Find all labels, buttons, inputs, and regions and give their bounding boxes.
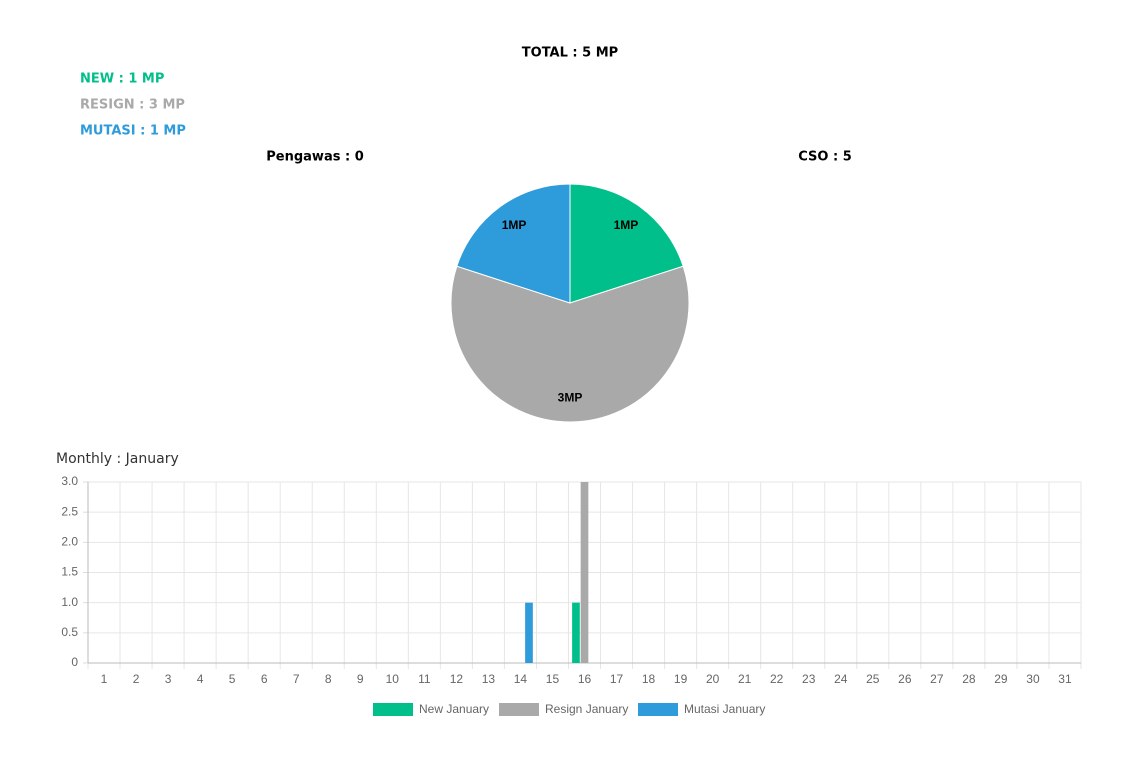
slice-label: 3MP (558, 390, 583, 404)
x-tick-label: 7 (293, 672, 300, 686)
x-tick-label: 13 (482, 672, 496, 686)
x-tick-label: 16 (578, 672, 592, 686)
x-tick-label: 20 (706, 672, 720, 686)
x-tick-label: 25 (866, 672, 880, 686)
x-tick-label: 18 (642, 672, 656, 686)
x-tick-label: 1 (101, 672, 108, 686)
x-tick-label: 8 (325, 672, 332, 686)
x-tick-label: 30 (1026, 672, 1040, 686)
slice-label: 1MP (614, 218, 639, 232)
x-tick-label: 19 (674, 672, 688, 686)
y-tick-label: 2.5 (61, 504, 78, 518)
pie-slice (569, 183, 684, 304)
y-tick-label: 1.5 (61, 565, 78, 579)
x-tick-label: 26 (898, 672, 912, 686)
stat-label: RESIGN : 3 MP (80, 98, 185, 113)
legend-label: Resign January (545, 702, 628, 716)
x-tick-label: 6 (261, 672, 268, 686)
x-tick-label: 21 (738, 672, 752, 686)
x-tick-label: 3 (165, 672, 172, 686)
legend-swatch (638, 703, 678, 716)
x-tick-label: 24 (834, 672, 848, 686)
chart-title: Monthly : January (56, 451, 179, 467)
x-tick-label: 14 (514, 672, 528, 686)
slice-label: 1MP (502, 218, 527, 232)
x-tick-label: 29 (994, 672, 1008, 686)
x-tick-label: 27 (930, 672, 944, 686)
legend-label: New January (419, 702, 489, 716)
x-tick-label: 12 (450, 672, 464, 686)
pie-slice (456, 183, 571, 304)
x-tick-label: 23 (802, 672, 816, 686)
bar (572, 602, 580, 663)
x-tick-label: 5 (229, 672, 236, 686)
pie-slice (450, 265, 690, 423)
x-tick-label: 15 (546, 672, 560, 686)
x-tick-label: 2 (133, 672, 140, 686)
y-tick-label: 0 (71, 655, 78, 669)
x-tick-label: 28 (962, 672, 976, 686)
x-tick-label: 4 (197, 672, 204, 686)
x-tick-label: 10 (386, 672, 400, 686)
x-tick-label: 11 (418, 672, 431, 686)
bar (580, 482, 589, 663)
group-label: Pengawas : 0 (266, 150, 364, 165)
y-tick-label: 2.0 (61, 535, 78, 549)
legend-label: Mutasi January (684, 702, 765, 716)
stat-label: MUTASI : 1 MP (80, 124, 186, 139)
group-label: CSO : 5 (798, 150, 852, 165)
x-tick-label: 22 (770, 672, 784, 686)
y-tick-label: 3.0 (61, 474, 78, 488)
bar (525, 602, 533, 663)
y-tick-label: 0.5 (61, 625, 78, 639)
x-tick-label: 31 (1058, 672, 1072, 686)
legend-swatch (499, 703, 539, 716)
stat-label: NEW : 1 MP (80, 72, 164, 87)
y-tick-label: 1.0 (61, 595, 78, 609)
legend-swatch (373, 703, 413, 716)
x-tick-label: 9 (357, 672, 364, 686)
total: TOTAL : 5 MP (522, 46, 618, 61)
x-tick-label: 17 (610, 672, 624, 686)
